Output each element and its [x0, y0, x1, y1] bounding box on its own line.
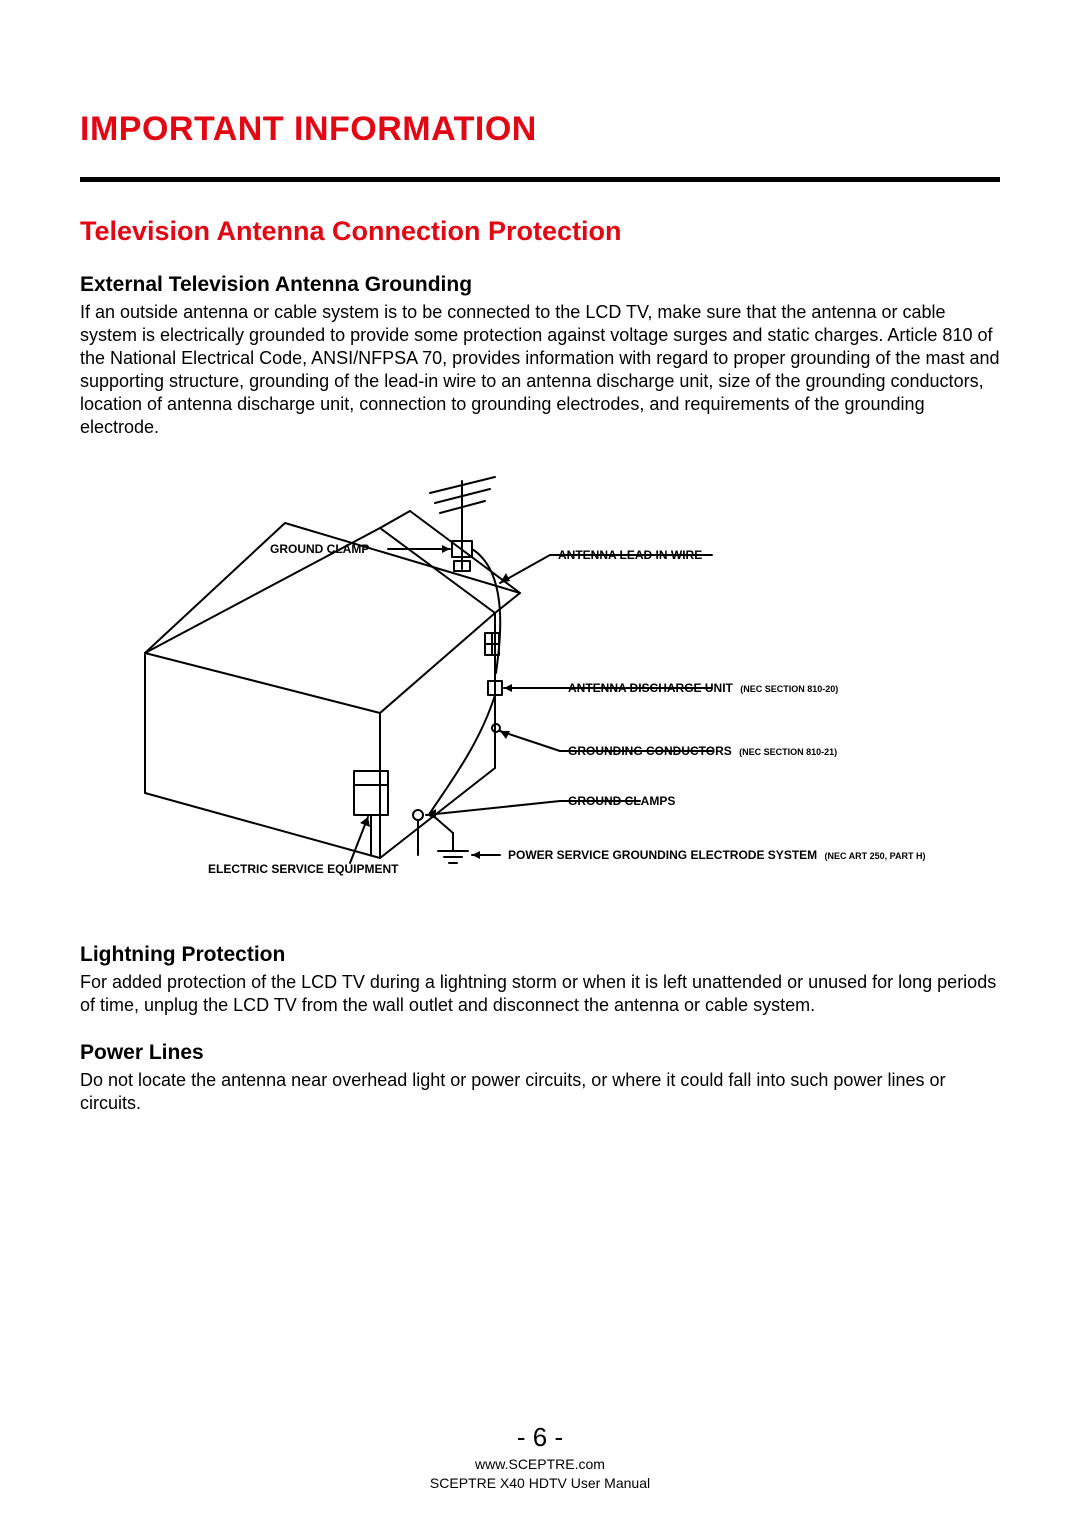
page-footer: - 6 - www.SCEPTRE.com SCEPTRE X40 HDTV U… [0, 1422, 1080, 1493]
label-grounding-conductors: GROUNDING CONDUCTORS (NEC SECTION 810-21… [568, 744, 837, 758]
subheading-lightning: Lightning Protection [80, 943, 1000, 967]
label-ground-clamps: GROUND CLAMPS [568, 794, 675, 808]
label-electric-service: ELECTRIC SERVICE EQUIPMENT [208, 862, 399, 876]
body-powerlines: Do not locate the antenna near overhead … [80, 1069, 1000, 1115]
page-number: - 6 - [0, 1422, 1080, 1453]
label-ground-clamp: GROUND CLAMP [270, 542, 369, 556]
subheading-powerlines: Power Lines [80, 1041, 1000, 1065]
body-lightning: For added protection of the LCD TV durin… [80, 971, 1000, 1017]
subheading-grounding: External Television Antenna Grounding [80, 273, 1000, 297]
grounding-diagram: GROUND CLAMP ANTENNA LEAD IN WIRE ANTENN… [80, 463, 1000, 893]
title-divider [80, 177, 1000, 182]
footer-manual: SCEPTRE X40 HDTV User Manual [0, 1474, 1080, 1493]
grounding-diagram-svg: GROUND CLAMP ANTENNA LEAD IN WIRE ANTENN… [100, 463, 980, 893]
page-main-title: IMPORTANT INFORMATION [80, 110, 1000, 149]
section-title: Television Antenna Connection Protection [80, 216, 1000, 247]
label-power-service: POWER SERVICE GROUNDING ELECTRODE SYSTEM… [508, 848, 926, 862]
label-discharge-unit: ANTENNA DISCHARGE UNIT (NEC SECTION 810-… [568, 681, 838, 695]
body-grounding: If an outside antenna or cable system is… [80, 301, 1000, 439]
label-antenna-lead: ANTENNA LEAD IN WIRE [558, 548, 702, 562]
footer-url: www.SCEPTRE.com [0, 1455, 1080, 1474]
